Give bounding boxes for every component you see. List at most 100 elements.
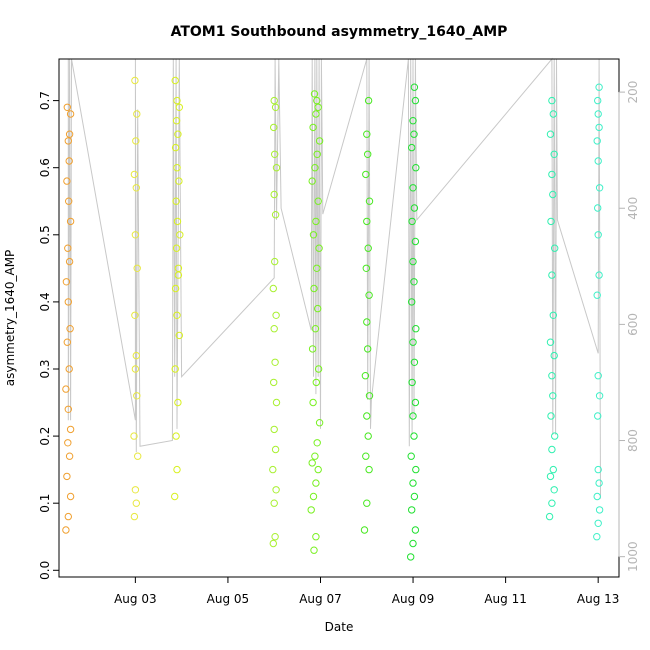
data-point	[314, 103, 322, 112]
series-3	[171, 76, 184, 501]
data-point	[62, 278, 71, 286]
data-point	[133, 264, 141, 272]
y-tick-label: 0.6	[38, 158, 52, 177]
data-point	[171, 492, 179, 501]
data-point	[131, 486, 140, 494]
data-point	[549, 311, 557, 319]
data-point	[269, 465, 277, 474]
data-point	[172, 244, 181, 252]
data-point	[173, 164, 181, 172]
data-point	[131, 311, 139, 319]
data-point	[66, 217, 75, 226]
data-point	[410, 492, 419, 501]
data-point	[132, 499, 141, 507]
data-point	[315, 244, 323, 252]
y2-tick-label: 200	[626, 81, 640, 104]
data-point	[271, 150, 279, 159]
data-point	[409, 117, 417, 125]
data-point	[175, 331, 184, 340]
data-point	[270, 499, 278, 507]
data-point	[271, 103, 280, 112]
data-point	[365, 291, 373, 299]
data-point	[408, 378, 416, 387]
data-point	[315, 419, 324, 427]
data-point	[409, 257, 417, 266]
data-point	[594, 96, 602, 105]
data-point	[132, 184, 141, 192]
data-point	[548, 271, 556, 279]
data-point	[173, 96, 181, 105]
data-point	[62, 526, 70, 534]
series-8	[545, 96, 559, 521]
y-tick-label: 0.2	[38, 427, 52, 446]
data-point	[270, 325, 278, 333]
data-point	[409, 184, 417, 192]
data-point	[409, 539, 417, 548]
data-point	[272, 164, 281, 172]
x-axis-label: Date	[325, 620, 354, 634]
x-tick-label: Aug 13	[577, 592, 620, 606]
data-point	[412, 465, 420, 474]
data-point	[171, 284, 180, 293]
data-point	[593, 137, 601, 145]
data-point	[271, 358, 279, 366]
data-point	[313, 96, 321, 105]
data-point	[362, 170, 370, 179]
data-point	[551, 432, 559, 440]
data-point	[308, 345, 317, 353]
data-point	[595, 83, 603, 91]
data-point	[173, 311, 181, 319]
series-7	[407, 83, 420, 561]
data-point	[410, 83, 419, 91]
data-point	[595, 506, 604, 514]
data-point	[593, 533, 601, 541]
data-point	[272, 398, 281, 407]
data-point	[308, 459, 316, 467]
data-point	[594, 204, 602, 212]
data-point	[310, 284, 318, 293]
data-point	[65, 130, 74, 138]
data-point	[311, 164, 319, 172]
y2-tick-label: 400	[626, 197, 640, 220]
data-point	[270, 378, 278, 387]
data-point	[270, 425, 278, 434]
data-point	[593, 291, 601, 299]
data-point	[62, 385, 70, 393]
data-point	[271, 533, 279, 541]
data-point	[172, 432, 180, 440]
data-point	[309, 492, 318, 501]
data-point	[594, 412, 602, 420]
data-point	[594, 231, 602, 239]
data-point	[411, 96, 420, 105]
data-point	[172, 117, 181, 125]
data-point	[66, 492, 75, 501]
data-point	[314, 197, 322, 205]
series-4	[269, 96, 281, 548]
y2-tick-label: 800	[626, 429, 640, 452]
data-point	[64, 439, 72, 447]
data-point	[549, 190, 557, 199]
data-point	[133, 110, 141, 118]
data-point	[412, 164, 420, 172]
data-point	[594, 157, 602, 165]
depth-trace-line	[67, 57, 601, 499]
data-point	[309, 398, 317, 407]
series-9	[593, 83, 604, 541]
data-point	[65, 452, 74, 460]
data-point	[133, 392, 141, 400]
data-point	[364, 96, 373, 105]
data-point	[130, 512, 139, 521]
data-point	[271, 257, 279, 266]
x-tick-label: Aug 05	[207, 592, 250, 606]
data-point	[550, 150, 558, 159]
data-point	[363, 318, 371, 326]
data-point	[269, 284, 277, 293]
data-point	[547, 217, 555, 226]
data-point	[315, 137, 324, 145]
y-tick-label: 0.7	[38, 91, 52, 110]
data-point	[408, 217, 416, 226]
data-point	[313, 264, 321, 272]
plot-frame	[58, 58, 620, 578]
y-tick-label: 0.0	[38, 561, 52, 580]
